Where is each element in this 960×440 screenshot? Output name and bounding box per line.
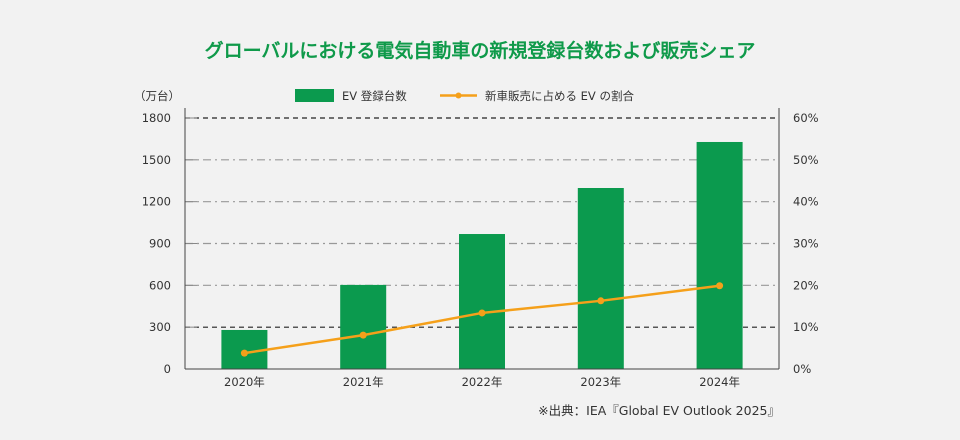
x-tick-label: 2020年: [224, 375, 265, 389]
y-left-tick-label: 600: [149, 278, 171, 292]
x-tick-label: 2024年: [699, 375, 740, 389]
bar: [577, 188, 624, 369]
legend-bar-label: EV 登録台数: [342, 89, 407, 103]
bar: [340, 284, 387, 369]
y-right-tick-label: 60%: [793, 111, 819, 125]
y-right-tick-label: 50%: [793, 153, 819, 167]
y-right-tick-label: 20%: [793, 278, 819, 292]
y-left-tick-label: 900: [149, 237, 171, 251]
share-point: [716, 282, 724, 290]
y-left-tick-label: 1200: [142, 195, 171, 209]
y-right-tick-label: 40%: [793, 195, 819, 209]
bar: [459, 234, 505, 369]
legend-line-label: 新車販売に占める EV の割合: [485, 89, 634, 103]
y-right-tick-label: 0%: [793, 362, 811, 376]
chart-title: グローバルにおける電気自動車の新規登録台数および販売シェア: [204, 40, 756, 62]
y-left-tick-label: 1500: [142, 153, 171, 167]
y-left-tick-label: 300: [149, 320, 171, 334]
x-tick-label: 2021年: [343, 375, 384, 389]
y-left-tick-label: 0: [164, 362, 171, 376]
source-note: ※出典：IEA『Global EV Outlook 2025』: [538, 403, 780, 418]
bar: [221, 329, 268, 369]
share-point: [478, 309, 486, 317]
legend-bar-swatch: [295, 89, 334, 102]
x-tick-label: 2023年: [580, 375, 621, 389]
y-right-tick-label: 30%: [793, 237, 819, 251]
y-right-tick-label: 10%: [793, 320, 819, 334]
bar: [696, 141, 743, 369]
x-tick-label: 2022年: [462, 375, 503, 389]
share-point: [597, 297, 605, 305]
y-left-tick-label: 1800: [142, 111, 171, 125]
share-point: [240, 349, 248, 357]
y-left-axis-label: （万台）: [134, 89, 180, 103]
share-point: [359, 331, 367, 339]
legend-line-marker: [455, 92, 462, 99]
